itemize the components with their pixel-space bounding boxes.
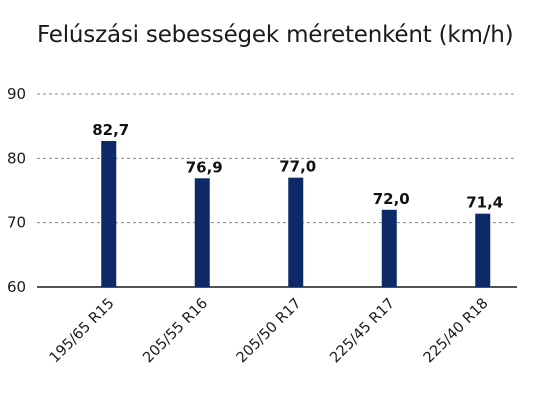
value-label: 71,4 bbox=[466, 194, 503, 212]
x-tick-label: 225/45 R17 bbox=[327, 296, 398, 367]
value-label: 82,7 bbox=[92, 121, 129, 139]
value-label: 76,9 bbox=[186, 158, 223, 176]
chart-title: Felúszási sebességek méretenként (km/h) bbox=[37, 22, 514, 48]
value-label: 77,0 bbox=[279, 158, 316, 176]
x-tick-label: 225/40 R18 bbox=[421, 296, 492, 367]
y-tick-label: 70 bbox=[7, 214, 26, 232]
y-tick-label: 60 bbox=[7, 278, 26, 296]
bar bbox=[475, 213, 491, 287]
bar bbox=[101, 140, 117, 287]
x-tick-label: 205/50 R17 bbox=[234, 296, 305, 367]
x-tick-label: 205/55 R16 bbox=[140, 296, 211, 367]
value-label: 72,0 bbox=[373, 190, 410, 208]
y-tick-label: 90 bbox=[7, 85, 26, 103]
bar bbox=[194, 178, 210, 287]
y-tick-label: 80 bbox=[7, 149, 26, 167]
x-tick-label: 195/65 R15 bbox=[47, 296, 118, 367]
bar bbox=[288, 177, 304, 287]
bar bbox=[381, 209, 397, 287]
